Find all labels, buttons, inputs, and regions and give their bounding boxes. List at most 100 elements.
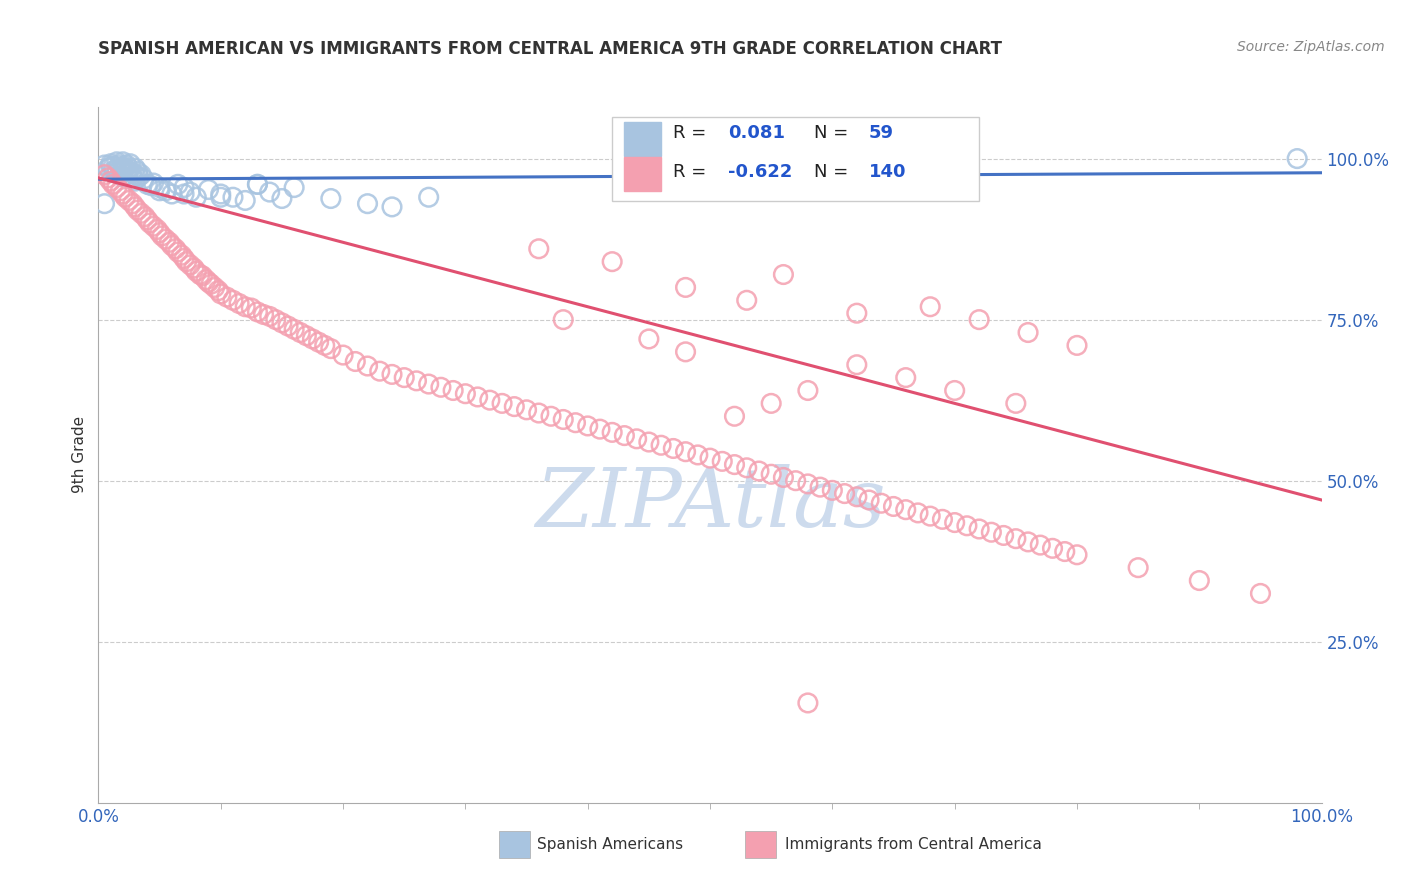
Point — [808, 480, 831, 494]
Point — [195, 273, 218, 287]
Point — [160, 238, 183, 252]
Point — [246, 178, 269, 192]
Point — [894, 370, 917, 384]
Point — [209, 286, 232, 301]
Point — [155, 232, 177, 246]
Point — [118, 194, 141, 208]
Point — [686, 448, 709, 462]
Point — [418, 190, 440, 204]
Y-axis label: 9th Grade: 9th Grade — [72, 417, 87, 493]
Point — [858, 493, 880, 508]
Point — [240, 301, 263, 315]
Point — [797, 476, 820, 491]
Point — [97, 170, 120, 185]
Point — [139, 216, 162, 230]
Point — [319, 342, 342, 356]
Point — [128, 169, 150, 184]
Point — [124, 200, 146, 214]
Point — [246, 178, 269, 192]
Point — [121, 196, 143, 211]
Point — [97, 161, 120, 176]
Point — [259, 310, 281, 324]
Point — [907, 506, 929, 520]
Point — [503, 400, 526, 414]
Point — [1017, 326, 1039, 340]
Point — [215, 290, 238, 304]
Point — [295, 328, 318, 343]
Point — [100, 157, 122, 171]
Point — [943, 384, 966, 398]
Point — [332, 348, 354, 362]
Point — [920, 509, 942, 524]
Point — [834, 486, 856, 500]
Point — [129, 206, 152, 220]
Point — [454, 386, 477, 401]
Point — [136, 212, 159, 227]
Point — [761, 467, 783, 482]
Point — [186, 264, 208, 278]
Text: 59: 59 — [869, 124, 894, 142]
Point — [785, 474, 807, 488]
Point — [112, 159, 135, 173]
Point — [142, 219, 165, 234]
Point — [134, 210, 156, 224]
Point — [735, 293, 758, 308]
Point — [845, 490, 868, 504]
Point — [821, 483, 844, 498]
Point — [1066, 338, 1088, 352]
Point — [735, 460, 758, 475]
Point — [1128, 560, 1150, 574]
Point — [105, 154, 128, 169]
Point — [165, 242, 187, 256]
Point — [103, 163, 125, 178]
Point — [108, 158, 131, 172]
Point — [430, 380, 453, 394]
Point — [179, 258, 201, 272]
Point — [675, 280, 697, 294]
Point — [894, 502, 917, 516]
Point — [1286, 152, 1309, 166]
Point — [613, 428, 636, 442]
Point — [1029, 538, 1052, 552]
Point — [114, 163, 136, 178]
Point — [527, 242, 550, 256]
Point — [1188, 574, 1211, 588]
Point — [204, 280, 226, 294]
Point — [100, 174, 122, 188]
Point — [149, 180, 172, 194]
Point — [553, 412, 575, 426]
Point — [845, 306, 868, 320]
Point — [356, 359, 378, 373]
Point — [139, 178, 162, 193]
Point — [711, 454, 734, 468]
Point — [209, 187, 232, 202]
Point — [723, 409, 745, 424]
Point — [111, 161, 134, 176]
Point — [149, 184, 172, 198]
Point — [637, 435, 661, 450]
Point — [1004, 532, 1026, 546]
Point — [344, 354, 367, 368]
Point — [120, 157, 142, 171]
Point — [173, 252, 195, 266]
Point — [93, 158, 115, 172]
Point — [650, 438, 672, 452]
Point — [115, 158, 138, 172]
Point — [111, 169, 134, 184]
Point — [93, 196, 115, 211]
Point — [186, 190, 208, 204]
Text: 0.081: 0.081 — [728, 124, 786, 142]
Point — [277, 319, 299, 334]
Point — [120, 166, 142, 180]
Point — [392, 370, 416, 384]
Point — [183, 261, 205, 276]
Point — [176, 254, 198, 268]
Point — [228, 296, 250, 310]
Bar — [624, 157, 661, 191]
Point — [600, 425, 623, 440]
Point — [105, 163, 128, 178]
Point — [149, 226, 172, 240]
Point — [600, 254, 623, 268]
Point — [301, 332, 323, 346]
Point — [191, 268, 214, 283]
